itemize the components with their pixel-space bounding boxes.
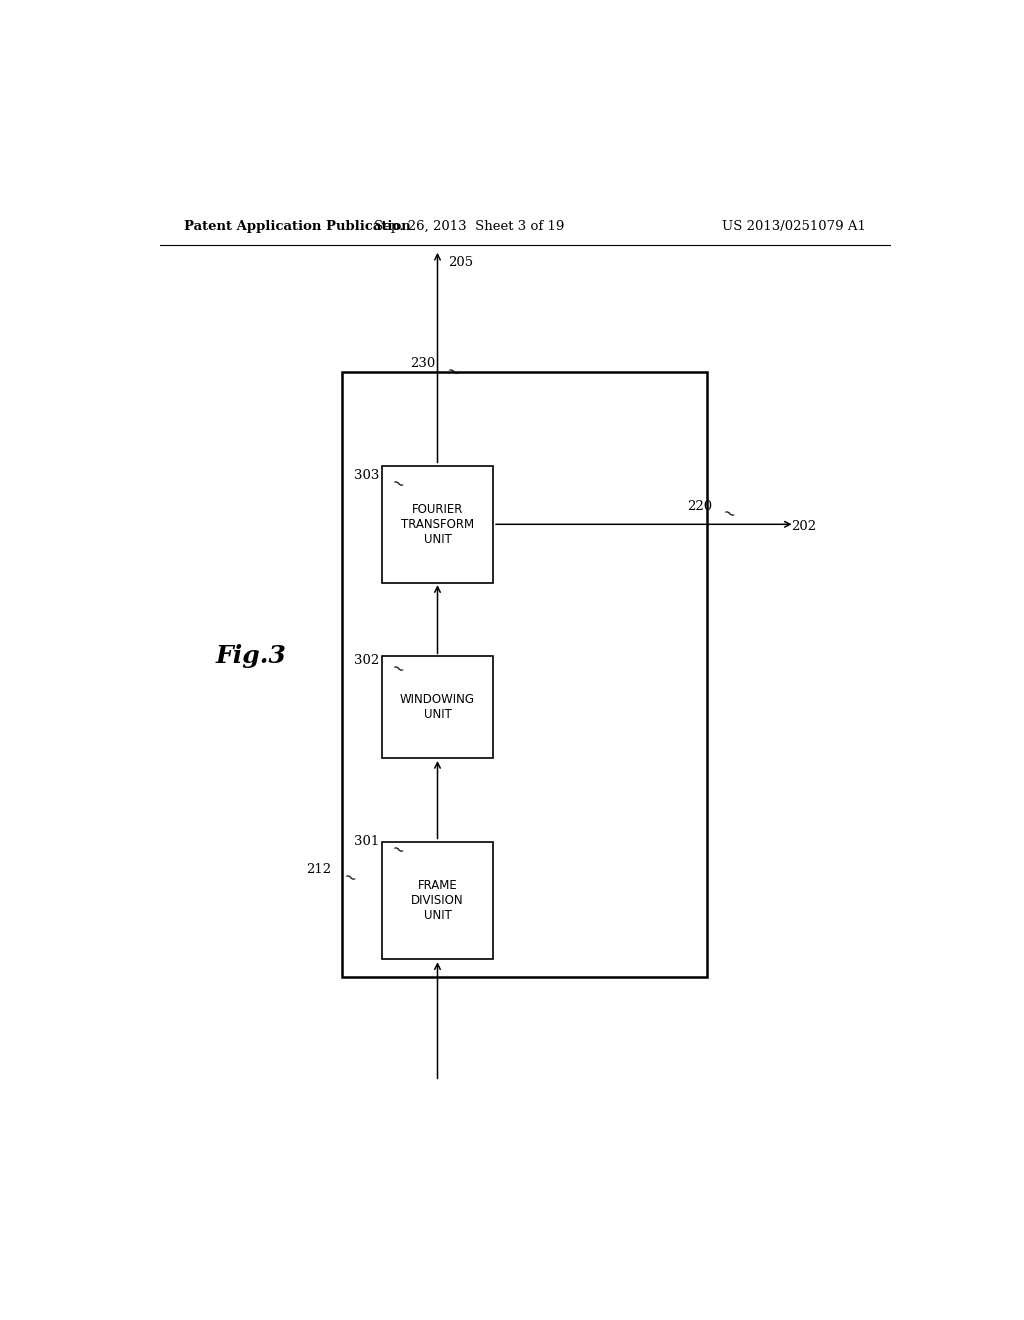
Text: US 2013/0251079 A1: US 2013/0251079 A1 bbox=[722, 220, 866, 234]
Text: ∼: ∼ bbox=[719, 504, 737, 524]
Text: 220: 220 bbox=[687, 499, 713, 512]
Text: 302: 302 bbox=[354, 653, 380, 667]
Bar bbox=[382, 656, 494, 758]
Text: Patent Application Publication: Patent Application Publication bbox=[183, 220, 411, 234]
Text: 303: 303 bbox=[354, 469, 380, 482]
Text: WINDOWING
UNIT: WINDOWING UNIT bbox=[400, 693, 475, 721]
Text: ∼: ∼ bbox=[341, 869, 358, 887]
Text: ∼: ∼ bbox=[388, 474, 407, 494]
Text: FOURIER
TRANSFORM
UNIT: FOURIER TRANSFORM UNIT bbox=[401, 503, 474, 545]
Text: Sep. 26, 2013  Sheet 3 of 19: Sep. 26, 2013 Sheet 3 of 19 bbox=[374, 220, 564, 234]
Text: ∼: ∼ bbox=[388, 659, 407, 678]
Text: 301: 301 bbox=[354, 836, 380, 847]
Bar bbox=[382, 842, 494, 958]
Text: 202: 202 bbox=[791, 520, 816, 533]
Text: ∼: ∼ bbox=[388, 840, 407, 859]
Text: 212: 212 bbox=[306, 863, 332, 876]
Bar bbox=[342, 372, 708, 977]
Text: ∼: ∼ bbox=[443, 363, 462, 381]
Text: FRAME
DIVISION
UNIT: FRAME DIVISION UNIT bbox=[412, 879, 464, 921]
Bar bbox=[382, 466, 494, 582]
Text: 205: 205 bbox=[447, 256, 473, 268]
Text: 230: 230 bbox=[410, 358, 435, 370]
Text: Fig.3: Fig.3 bbox=[216, 644, 287, 668]
